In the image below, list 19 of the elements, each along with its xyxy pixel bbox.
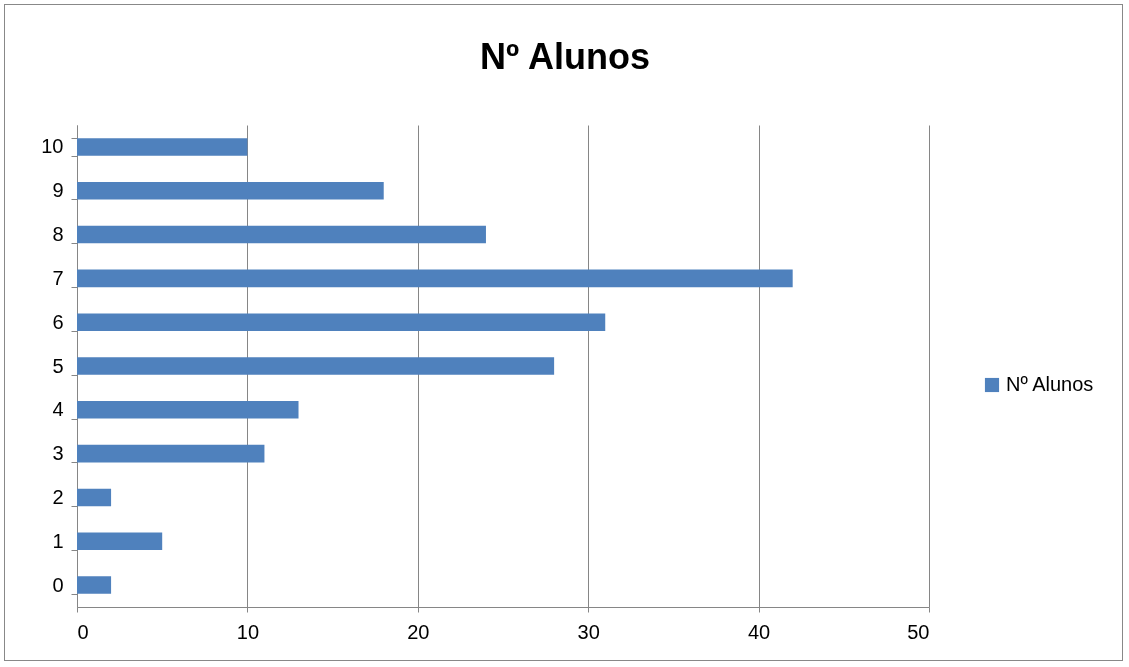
- x-tick-label: 10: [236, 620, 260, 643]
- x-tick-label: 50: [907, 620, 930, 643]
- y-tick-label: 8: [52, 223, 64, 246]
- chart-title: Nº Alunos: [480, 36, 650, 77]
- y-tick-label: 6: [52, 310, 64, 333]
- y-tick-label: 10: [41, 135, 64, 158]
- x-tick-label: 30: [577, 620, 600, 643]
- x-tick-label: 0: [77, 620, 89, 643]
- y-tick-label: 9: [52, 179, 64, 202]
- y-tick-label: 3: [52, 442, 64, 465]
- y-tick-label: 2: [52, 485, 64, 508]
- y-tick-label: 0: [52, 573, 64, 596]
- y-tick-label: 1: [52, 529, 64, 552]
- y-tick-label: 7: [52, 266, 64, 289]
- y-tick-label: 4: [52, 398, 64, 421]
- x-tick-label: 20: [407, 620, 430, 643]
- x-tick-label: 40: [747, 620, 771, 643]
- legend-label: Nº Alunos: [1006, 373, 1094, 395]
- y-tick-label: 5: [52, 354, 64, 377]
